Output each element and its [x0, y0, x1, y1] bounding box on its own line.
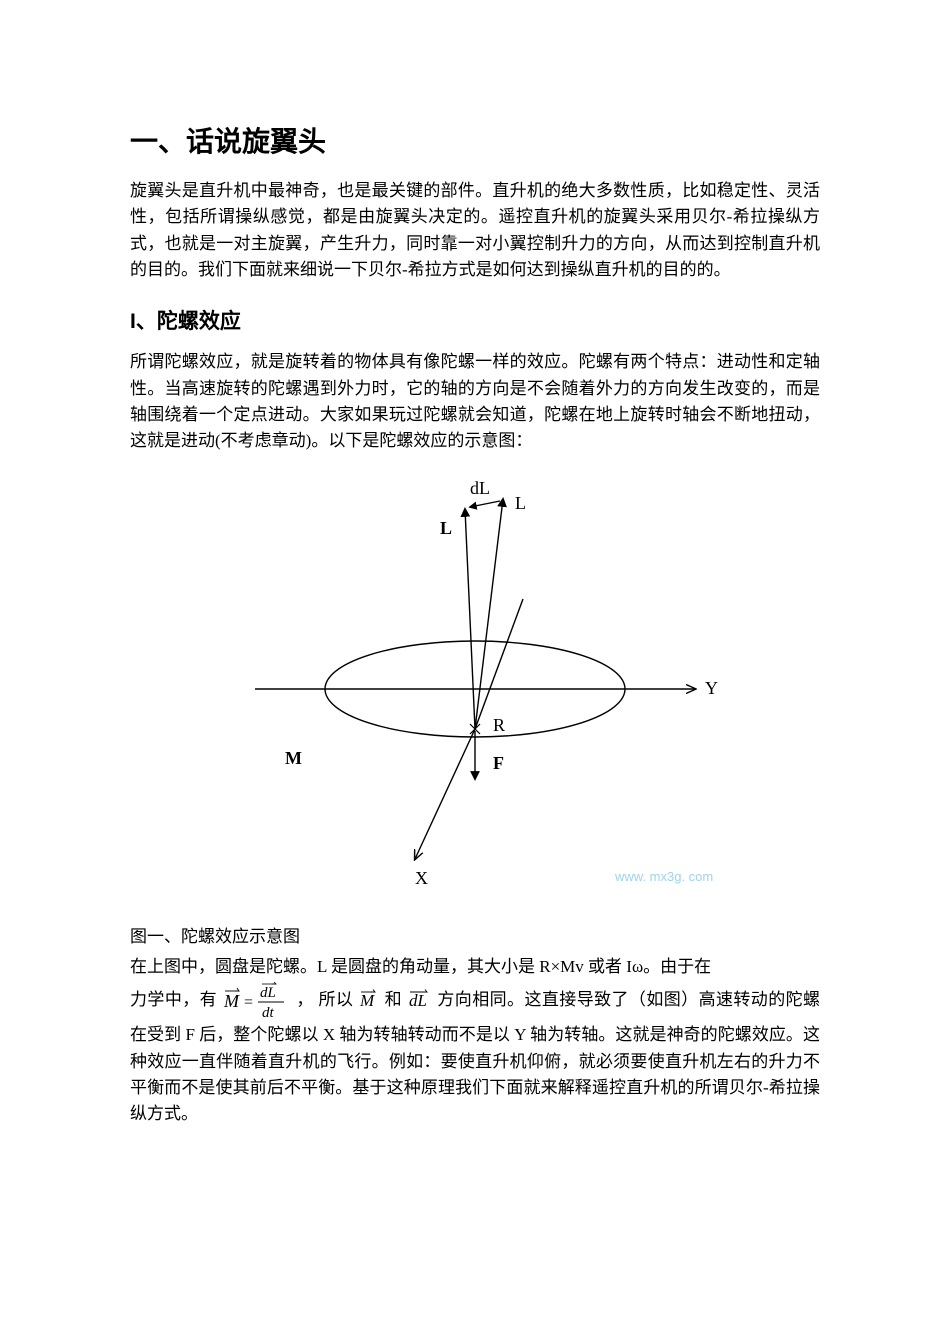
vector-L-main [475, 499, 503, 729]
x-axis-line-lower [415, 729, 475, 859]
heading-main: 一、话说旋翼头 [130, 120, 820, 160]
label-L-top: L [515, 493, 526, 513]
label-Y: Y [705, 678, 718, 698]
gyro-diagram: dL L L Y M R F X www. mx3g. com [215, 469, 735, 909]
svg-text:dL: dL [260, 985, 276, 1001]
svg-text:=: = [244, 994, 253, 1011]
paragraph-after-fig-1: 在上图中，圆盘是陀螺。L 是圆盘的角动量，其大小是 R×Mv 或者 Iω。由于在 [130, 954, 820, 980]
label-L-bold: L [440, 518, 452, 538]
paragraph-gyro: 所谓陀螺效应，就是旋转着的物体具有像陀螺一样的效应。陀螺有两个特点：进动性和定轴… [130, 349, 820, 454]
formula-dL-vec: dL [407, 988, 433, 1014]
svg-text:dt: dt [262, 1005, 275, 1021]
text-frag-pre: 力学中，有 [130, 990, 222, 1009]
x-axis-line-upper [475, 599, 523, 729]
text-frag-mid2: 和 [385, 990, 407, 1009]
document-page: 一、话说旋翼头 旋翼头是直升机中最神奇，也是最关键的部件。直升机的绝大多数性质，… [0, 0, 950, 1344]
label-dL: dL [470, 478, 490, 498]
svg-text:dL: dL [409, 991, 427, 1010]
text-frag-mid: ， 所以 [296, 990, 358, 1009]
label-M: M [285, 748, 302, 768]
label-X: X [415, 868, 428, 888]
svg-text:M: M [359, 991, 375, 1010]
formula-M-eq-dLdt: M = dL dt [222, 980, 292, 1022]
vector-dL [470, 501, 500, 507]
label-F: F [493, 753, 504, 773]
watermark-text: www. mx3g. com [614, 869, 713, 884]
figure-caption: 图一、陀螺效应示意图 [130, 924, 820, 950]
heading-subsection: I、陀螺效应 [130, 305, 820, 335]
svg-text:M: M [223, 991, 240, 1011]
figure-container: dL L L Y M R F X www. mx3g. com [130, 469, 820, 914]
paragraph-after-fig-2: 力学中，有 M = dL dt ， 所以 M 和 [130, 980, 820, 1127]
label-R: R [493, 715, 505, 735]
paragraph-intro: 旋翼头是直升机中最神奇，也是最关键的部件。直升机的绝大多数性质，比如稳定性、灵活… [130, 178, 820, 283]
disk-back-arc [325, 641, 625, 689]
formula-M-vec: M [358, 988, 380, 1014]
vector-L-tilt [465, 509, 475, 729]
